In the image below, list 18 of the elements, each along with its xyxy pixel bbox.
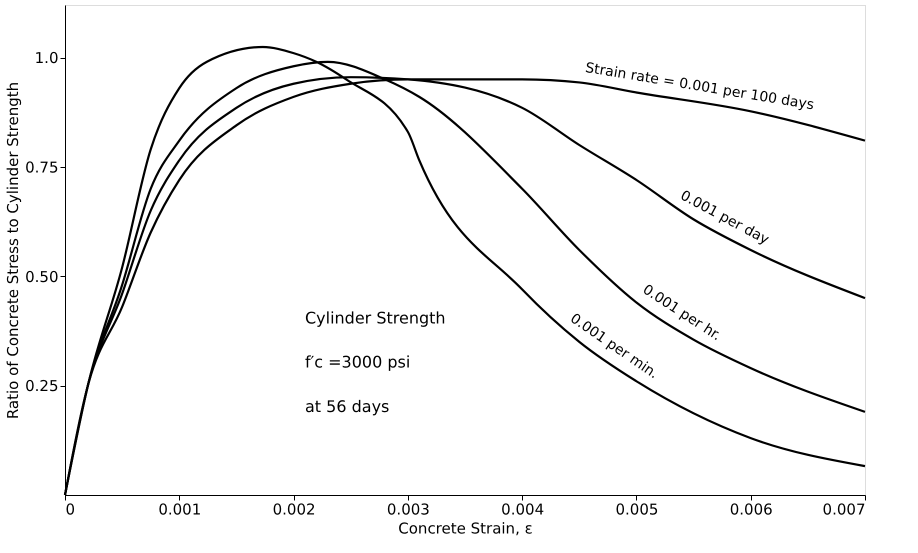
y-tick-label: 0.75	[25, 158, 58, 176]
x-tick-label: 0.004	[501, 500, 544, 518]
x-tick-label: 0.002	[272, 500, 316, 518]
y-tick-label: 1.0	[34, 49, 58, 67]
x-tick-label: 0.007	[822, 500, 866, 518]
annotation: Cylinder Strength	[305, 308, 446, 328]
x-tick-label: 0.006	[730, 500, 773, 518]
y-axis-title: Ratio of Concrete Stress to Cylinder Strength	[4, 82, 22, 420]
text: Strain rate = 0.001 per 100 days	[584, 60, 816, 114]
x-tick-label: 0.001	[158, 500, 202, 518]
annotation: f′c =3000 psi	[305, 352, 410, 372]
y-tick-label: 0.50	[25, 268, 58, 286]
x-tick-label: 0	[66, 500, 76, 518]
y-tick-label: 0.25	[25, 377, 58, 396]
x-tick-label: 0.005	[615, 500, 658, 518]
x-axis-title: Concrete Strain, ε	[398, 520, 533, 538]
annotation: at 56 days	[305, 396, 390, 416]
x-tick-label: 0.003	[386, 500, 430, 518]
